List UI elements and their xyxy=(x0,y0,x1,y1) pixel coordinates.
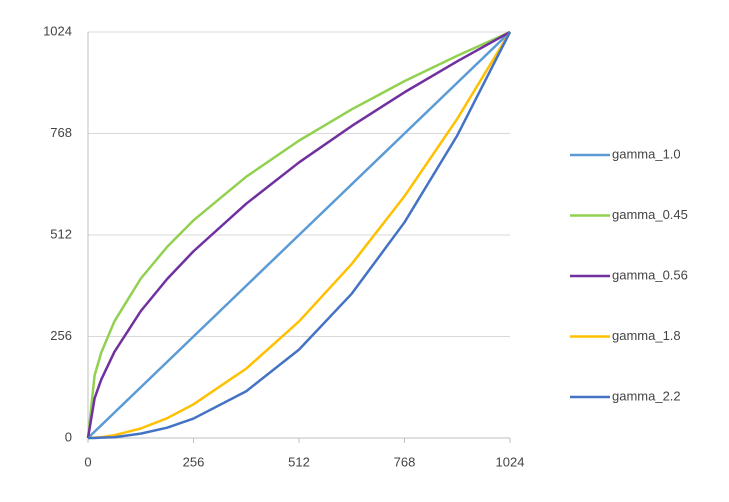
legend-label: gamma_1.0 xyxy=(612,146,681,161)
series-line xyxy=(87,31,511,439)
series-line xyxy=(86,30,511,439)
x-tick-label: 1024 xyxy=(496,454,525,469)
y-tick-label: 0 xyxy=(65,429,72,444)
x-tick-label: 0 xyxy=(84,454,91,469)
y-tick-label: 768 xyxy=(50,125,72,140)
legend-label: gamma_0.56 xyxy=(612,267,688,282)
y-tick-label: 512 xyxy=(50,226,72,241)
legend-label: gamma_1.8 xyxy=(612,328,681,343)
legend-label: gamma_2.2 xyxy=(612,388,681,403)
series-line xyxy=(88,31,512,440)
x-tick-label: 256 xyxy=(183,454,205,469)
x-tick-label: 768 xyxy=(394,454,416,469)
legend-label: gamma_0.45 xyxy=(612,207,688,222)
y-tick-label: 1024 xyxy=(43,23,72,38)
y-tick-label: 256 xyxy=(50,328,72,343)
x-tick-label: 512 xyxy=(288,454,310,469)
series-line xyxy=(86,30,511,439)
